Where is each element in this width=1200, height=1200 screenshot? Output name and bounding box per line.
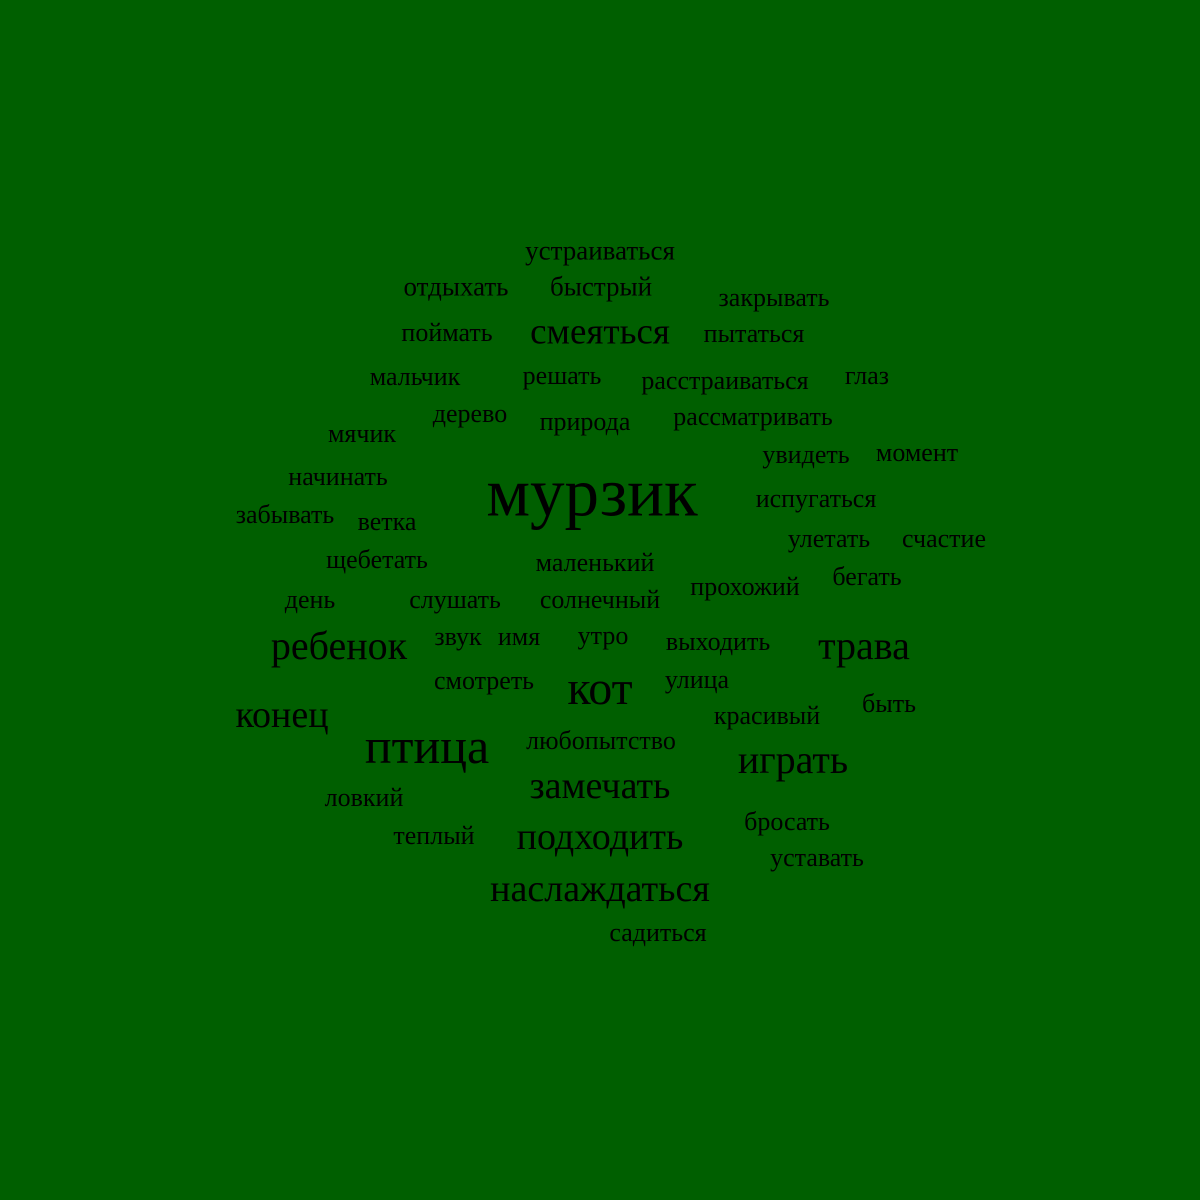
word: закрывать xyxy=(718,283,830,312)
word: решать xyxy=(522,361,602,390)
word: день xyxy=(284,585,336,614)
word: красивый xyxy=(713,701,821,730)
word: глаз xyxy=(844,361,890,390)
word: утро xyxy=(577,621,629,650)
word: ребенок xyxy=(270,623,408,668)
word: мячик xyxy=(327,419,397,448)
word: испугаться xyxy=(755,484,877,513)
word: дерево xyxy=(432,399,508,428)
word: играть xyxy=(737,737,849,782)
word: поймать xyxy=(401,318,493,347)
word: замечать xyxy=(529,765,671,807)
word: увидеть xyxy=(762,440,850,469)
word: имя xyxy=(497,622,541,651)
word: выходить xyxy=(665,627,771,656)
word: начинать xyxy=(288,462,388,491)
word: улетать xyxy=(787,524,871,553)
word: теплый xyxy=(393,821,475,850)
word: ловкий xyxy=(324,783,404,812)
word: наслаждаться xyxy=(490,868,710,910)
word: рассматривать xyxy=(673,402,833,431)
word: улица xyxy=(664,665,730,694)
word: бросать xyxy=(744,807,830,836)
word: ветка xyxy=(357,507,417,536)
word: мальчик xyxy=(369,362,461,391)
word: счастие xyxy=(902,524,986,553)
word: любопытство xyxy=(526,726,676,755)
word: прохожий xyxy=(690,572,800,601)
word: солнечный xyxy=(539,585,661,614)
word: подходить xyxy=(516,816,684,858)
word: забывать xyxy=(235,500,335,529)
word: расстраиваться xyxy=(641,366,809,395)
word: звук xyxy=(434,622,482,651)
word: уставать xyxy=(770,843,864,872)
word: птица xyxy=(364,718,490,774)
word: смеяться xyxy=(530,311,670,353)
word: природа xyxy=(539,407,631,436)
word: момент xyxy=(875,438,959,467)
word: щебетать xyxy=(326,545,428,574)
word: трава xyxy=(818,623,910,668)
word: слушать xyxy=(409,585,501,614)
word: конец xyxy=(235,694,329,736)
word: мурзик xyxy=(486,454,698,531)
word: пытаться xyxy=(703,319,805,348)
word: смотреть xyxy=(433,666,535,695)
word: кот xyxy=(567,662,633,715)
word: устраиваться xyxy=(525,235,675,266)
word: бегать xyxy=(832,562,902,591)
word: быть xyxy=(862,689,916,718)
word: отдыхать xyxy=(403,271,509,302)
word: садиться xyxy=(609,918,707,947)
word: маленький xyxy=(535,548,655,577)
word: быстрый xyxy=(549,271,653,302)
